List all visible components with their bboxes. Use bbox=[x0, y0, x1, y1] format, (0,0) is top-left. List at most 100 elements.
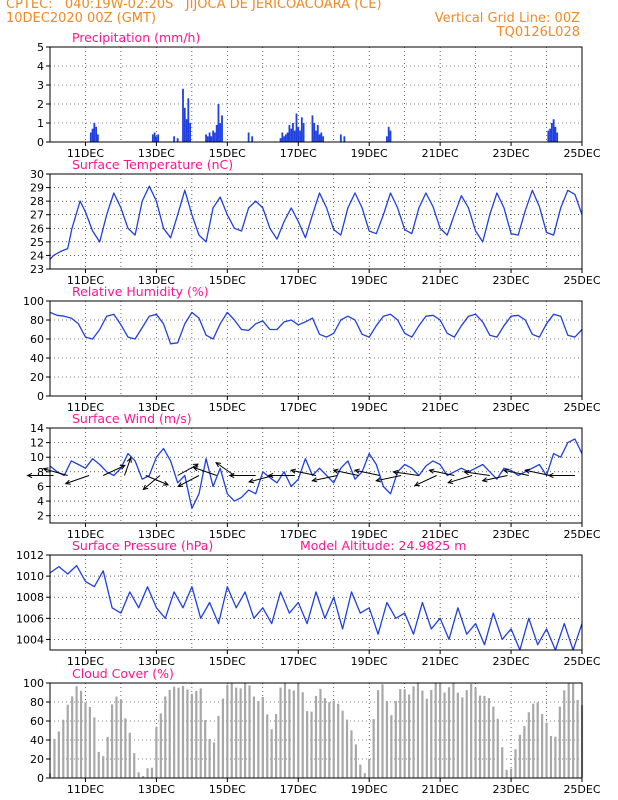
cloud-bar bbox=[394, 701, 397, 778]
pressure-xtick-label: 25DEC bbox=[563, 655, 600, 668]
precip-bar bbox=[214, 132, 216, 142]
pressure-xtick-label: 15DEC bbox=[209, 655, 246, 668]
temp-xtick-label: 23DEC bbox=[493, 274, 530, 287]
precip-bar bbox=[283, 136, 285, 142]
header-grid-note: Vertical Grid Line: 00Z bbox=[434, 11, 580, 26]
cloud-bar bbox=[106, 736, 109, 778]
precip-bar bbox=[212, 130, 215, 142]
wind-vector bbox=[215, 462, 235, 476]
temp-ytick-label: 30 bbox=[30, 168, 44, 181]
precip-bar bbox=[91, 128, 94, 142]
wind-frame bbox=[49, 427, 583, 524]
precip-bar bbox=[96, 134, 99, 142]
wind-vector-head bbox=[289, 468, 297, 474]
cloud-bar bbox=[221, 698, 224, 778]
wind-vector-head bbox=[42, 467, 49, 473]
cloud-bar bbox=[341, 710, 344, 778]
cloud-bar bbox=[403, 689, 406, 778]
precip-bar bbox=[288, 124, 291, 142]
cloud-bar bbox=[501, 747, 504, 778]
temp-ytick-label: 24 bbox=[30, 249, 44, 262]
cloud-bar bbox=[266, 714, 269, 778]
temp-frame bbox=[49, 173, 583, 270]
temp-xtick-label: 13DEC bbox=[138, 274, 175, 287]
precip-bar bbox=[157, 134, 160, 142]
cloud-bar bbox=[155, 726, 158, 778]
precip-bar bbox=[185, 119, 188, 142]
wind-vector-head bbox=[447, 478, 454, 484]
temp-ytick-label: 26 bbox=[30, 222, 44, 235]
wind-vector-head bbox=[547, 472, 554, 479]
wind-xtick-label: 15DEC bbox=[209, 528, 246, 541]
cloud-bar bbox=[359, 764, 362, 778]
cloud-bar bbox=[527, 712, 530, 778]
rh-xtick-label: 17DEC bbox=[280, 401, 317, 414]
wind-ytick-label: 10 bbox=[30, 451, 44, 464]
cloud-bar bbox=[190, 693, 193, 778]
cloud-bar bbox=[518, 734, 522, 778]
wind-vector-head bbox=[502, 468, 509, 474]
cloud-bar bbox=[173, 686, 176, 778]
wind-vector-head bbox=[332, 468, 339, 474]
precip-bar bbox=[210, 136, 213, 142]
wind-vector bbox=[102, 464, 126, 476]
cloud-ytick-label: 80 bbox=[30, 696, 44, 709]
cloud-frame bbox=[49, 682, 583, 779]
wind-vector bbox=[414, 475, 437, 487]
wind-vector bbox=[333, 469, 359, 476]
wind-vector-head bbox=[192, 466, 199, 472]
precip-ytick-label: 5 bbox=[37, 41, 44, 54]
rh-ytick-label: 60 bbox=[30, 333, 44, 346]
wind-vector bbox=[142, 475, 161, 490]
precip-bar bbox=[281, 132, 284, 142]
rh-xtick-label: 19DEC bbox=[351, 401, 388, 414]
wind-ytick-label: 8 bbox=[37, 466, 44, 479]
cloud-ytick-label: 40 bbox=[30, 734, 44, 747]
precip-bar bbox=[318, 134, 321, 142]
precip-xtick-label: 19DEC bbox=[351, 147, 388, 160]
cloud-bar bbox=[230, 683, 233, 778]
rh-line bbox=[49, 311, 583, 345]
cloud-bar bbox=[204, 720, 207, 778]
wind-vector bbox=[354, 469, 380, 476]
cloud-bar bbox=[372, 719, 375, 778]
pressure-xtick-label: 23DEC bbox=[493, 655, 530, 668]
wind-vector-head bbox=[64, 479, 71, 485]
cloud-bar bbox=[217, 715, 220, 778]
wind-vector bbox=[464, 471, 490, 476]
precip-bar bbox=[279, 138, 282, 142]
precip-bar bbox=[552, 119, 555, 142]
cloud-bar bbox=[563, 690, 566, 778]
rh-xtick-label: 15DEC bbox=[209, 401, 246, 414]
precip-bar bbox=[300, 117, 303, 142]
precip-bar bbox=[293, 130, 296, 142]
pressure-title: Surface Pressure (hPa) bbox=[72, 538, 213, 553]
cloud-bar bbox=[465, 690, 468, 778]
wind-vector-head bbox=[392, 469, 399, 476]
cloud-xtick-label: 25DEC bbox=[563, 783, 600, 796]
temp-ytick-label: 29 bbox=[30, 182, 44, 195]
precip-bar bbox=[284, 134, 287, 142]
wind-vector-head bbox=[142, 484, 149, 491]
precip-xtick-label: 15DEC bbox=[209, 147, 246, 160]
precip-xtick-label: 13DEC bbox=[138, 147, 175, 160]
cloud-bar bbox=[168, 689, 171, 778]
precip-xtick-label: 11DEC bbox=[67, 147, 104, 160]
precip-bar bbox=[320, 132, 323, 142]
cloud-bar bbox=[88, 706, 91, 778]
precip-xtick-label: 25DEC bbox=[563, 147, 600, 160]
pressure-ytick-label: 1012 bbox=[16, 549, 44, 562]
temp-panel bbox=[46, 173, 583, 273]
cloud-bar bbox=[523, 726, 526, 778]
cloud-ytick-label: 100 bbox=[23, 677, 44, 690]
cloud-bar bbox=[412, 686, 415, 778]
cloud-bar bbox=[363, 773, 366, 778]
cloud-bar bbox=[474, 687, 477, 778]
precip-bar bbox=[182, 88, 184, 142]
precip-xtick-label: 23DEC bbox=[493, 147, 530, 160]
cloud-bar bbox=[390, 715, 393, 778]
cloud-bar bbox=[328, 702, 331, 778]
cloud-bar bbox=[57, 731, 60, 778]
cloud-bar bbox=[199, 688, 202, 778]
